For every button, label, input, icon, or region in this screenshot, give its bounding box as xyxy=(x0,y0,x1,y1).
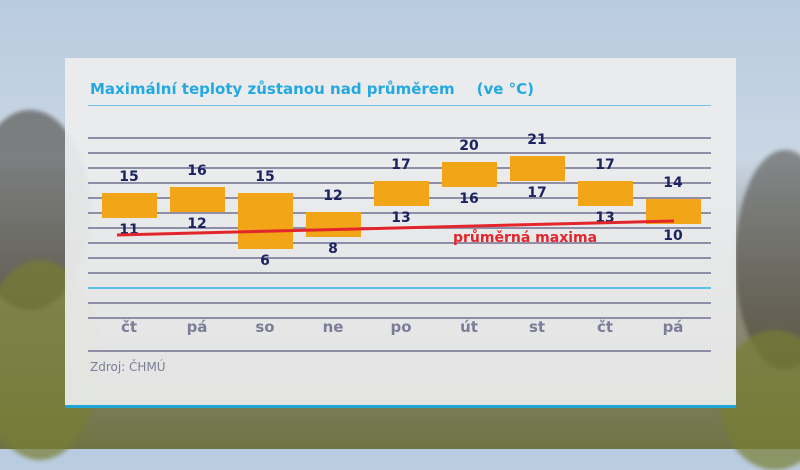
day-label: pá xyxy=(186,318,208,336)
day-label: pá xyxy=(662,318,684,336)
average-line xyxy=(116,219,675,237)
temperature-range-bar xyxy=(238,193,293,250)
max-value-label: 15 xyxy=(255,169,275,185)
min-value-label: 8 xyxy=(328,240,338,257)
source-label: Zdroj: ČHMÚ xyxy=(90,360,166,374)
min-value-label: 17 xyxy=(527,184,547,201)
temperature-range-bar xyxy=(578,180,633,206)
chart-title: Maximální teploty zůstanou nad průměrem (… xyxy=(90,80,534,98)
title-text: Maximální teploty zůstanou nad průměrem xyxy=(90,80,455,98)
grid-line xyxy=(88,302,711,304)
grid-line xyxy=(88,317,711,319)
max-value-label: 21 xyxy=(527,131,547,148)
panel-bottom-accent xyxy=(65,405,736,408)
day-label: st xyxy=(528,318,546,336)
max-value-label: 14 xyxy=(663,175,683,192)
day-label: út xyxy=(460,318,478,336)
title-unit: (ve °C) xyxy=(476,80,534,98)
grid-line xyxy=(88,350,711,352)
grid-line xyxy=(88,242,711,244)
min-value-label: 12 xyxy=(187,215,207,232)
min-value-label: 16 xyxy=(459,190,479,207)
max-value-label: 16 xyxy=(187,162,207,179)
min-value-label: 6 xyxy=(260,253,270,270)
max-value-label: 20 xyxy=(459,137,479,154)
temperature-range-bar xyxy=(374,180,429,206)
day-label: ne xyxy=(322,318,344,336)
grid-line xyxy=(88,152,711,154)
max-value-label: 15 xyxy=(119,169,139,185)
temperature-range-bar xyxy=(306,211,361,237)
day-label: so xyxy=(255,318,275,336)
grid-line xyxy=(88,287,711,289)
grid-line xyxy=(88,257,711,259)
day-label: po xyxy=(390,318,412,336)
temperature-range-bar xyxy=(102,193,157,218)
grid-line xyxy=(88,272,711,274)
grid-line xyxy=(88,212,711,214)
day-label: čt xyxy=(120,318,138,336)
grid-line xyxy=(88,137,711,139)
title-divider xyxy=(88,105,711,106)
max-value-label: 17 xyxy=(391,156,411,173)
temperature-range-bar xyxy=(442,161,497,187)
max-value-label: 17 xyxy=(595,156,615,173)
average-label: průměrná maxima xyxy=(453,230,598,246)
grid-line xyxy=(88,167,711,169)
min-value-label: 13 xyxy=(391,209,411,226)
temperature-range-bar xyxy=(170,186,225,212)
max-value-label: 12 xyxy=(323,187,343,204)
temperature-range-bar xyxy=(510,155,565,181)
day-label: čt xyxy=(596,318,614,336)
min-value-label: 10 xyxy=(663,228,683,245)
